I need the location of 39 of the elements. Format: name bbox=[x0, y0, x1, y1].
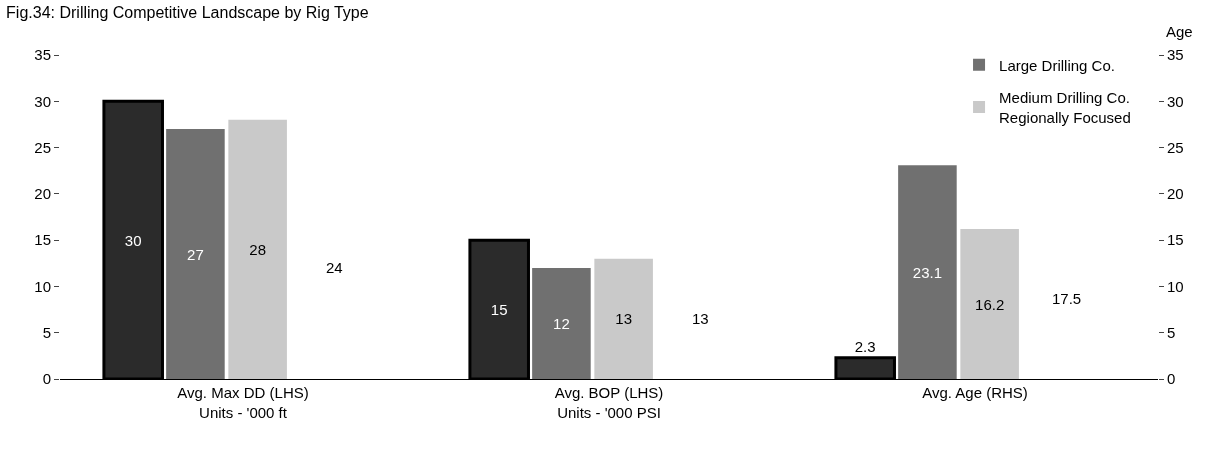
annotation: 13 bbox=[692, 310, 709, 327]
legend-label: Large Drilling Co. bbox=[999, 56, 1115, 74]
x-tick-label: Avg. Max DD (LHS) Units - '000 ft bbox=[177, 384, 309, 421]
data-label: 12 bbox=[553, 314, 570, 332]
data-label: 16.2 bbox=[975, 295, 1005, 313]
y2-axis-title: Age bbox=[1166, 23, 1193, 40]
data-label: 27 bbox=[187, 245, 204, 263]
data-label: 23.1 bbox=[912, 263, 943, 281]
y-tick-label: 30 bbox=[34, 92, 51, 110]
y-tick-label: 5 bbox=[42, 323, 51, 341]
y2-tick-label: 20 bbox=[1167, 185, 1184, 203]
bar bbox=[228, 119, 287, 379]
x-tick-label: Avg. BOP (LHS) Units - '000 PSI bbox=[554, 384, 664, 421]
bar bbox=[532, 267, 591, 379]
annotation: 17.5 bbox=[1052, 290, 1082, 307]
y-tick-label: 15 bbox=[34, 231, 51, 249]
data-label: 2.3 bbox=[854, 337, 876, 355]
y2-tick-label: 0 bbox=[1167, 370, 1176, 388]
chart-title: Fig.34: Drilling Competitive Landscape by Rig Type bbox=[6, 4, 369, 22]
bar bbox=[166, 129, 225, 379]
y-tick-label: 25 bbox=[34, 138, 51, 156]
data-label: 13 bbox=[615, 310, 632, 328]
y-tick-label: 20 bbox=[34, 185, 51, 203]
data-label: 15 bbox=[490, 301, 508, 319]
y2-tick-label: 35 bbox=[1167, 46, 1184, 64]
data-label: 28 bbox=[249, 240, 266, 258]
y2-tick-label: 25 bbox=[1167, 138, 1184, 156]
x-tick-label: Avg. Age (RHS) bbox=[922, 384, 1028, 401]
data-label: 30 bbox=[124, 231, 142, 249]
annotation: 24 bbox=[326, 259, 343, 276]
y-tick-label: 0 bbox=[42, 370, 51, 388]
y2-tick-label: 30 bbox=[1167, 92, 1184, 110]
legend-label: Medium Drilling Co. Regionally Focused bbox=[999, 89, 1131, 126]
y2-tick-label: 10 bbox=[1167, 277, 1184, 295]
y-tick-label: 10 bbox=[34, 277, 51, 295]
y-tick-label: 35 bbox=[34, 46, 51, 64]
y2-tick-label: 5 bbox=[1167, 323, 1176, 341]
bar bbox=[594, 258, 653, 379]
y2-tick-label: 15 bbox=[1167, 231, 1184, 249]
